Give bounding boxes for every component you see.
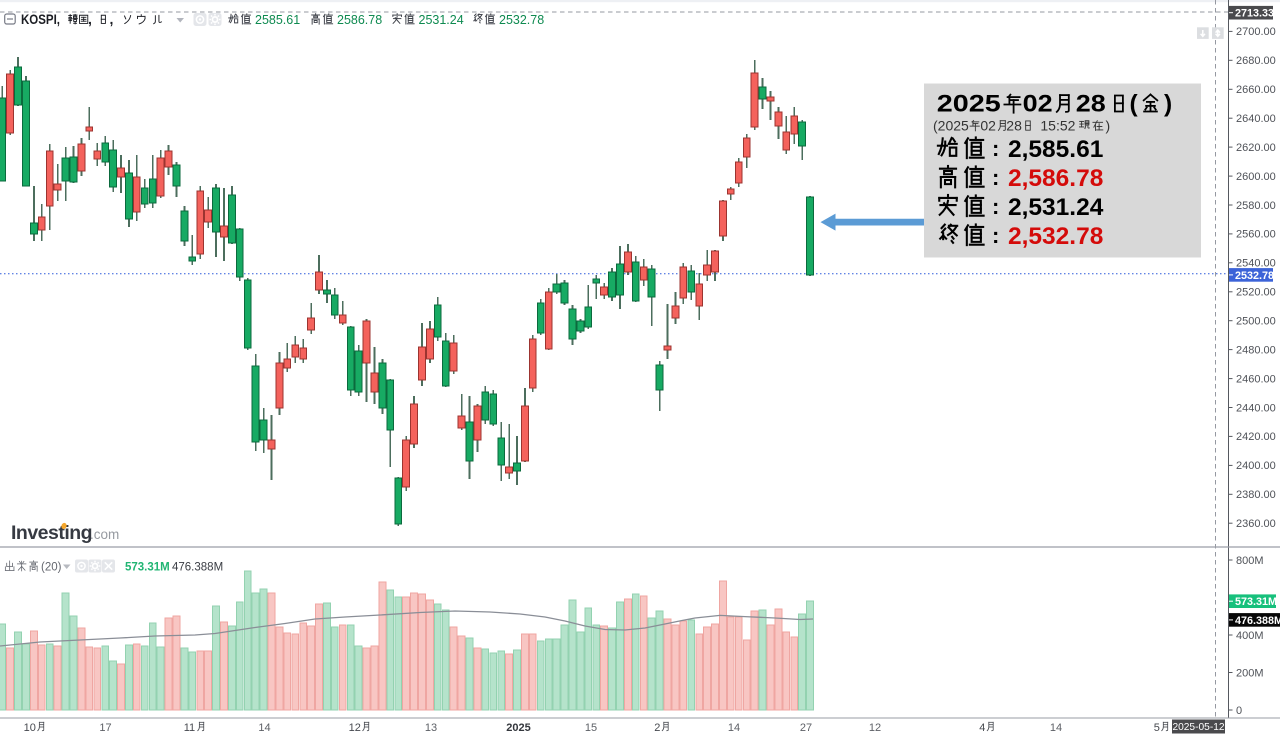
svg-text:2025-05-12: 2025-05-12	[1172, 722, 1224, 733]
svg-text:15: 15	[585, 722, 597, 734]
svg-text:2520.00: 2520.00	[1236, 287, 1276, 299]
svg-text:14: 14	[1050, 722, 1062, 734]
svg-text:5: 5	[1154, 722, 1160, 734]
svg-text:2,585.61: 2,585.61	[1008, 136, 1103, 163]
svg-text:200M: 200M	[1236, 667, 1264, 679]
svg-text::: :	[992, 223, 999, 248]
svg-text:15:52: 15:52	[1040, 118, 1075, 134]
svg-text:2532.78: 2532.78	[1235, 270, 1274, 282]
svg-text::: :	[992, 165, 999, 190]
svg-text:476.388M: 476.388M	[1235, 615, 1280, 627]
svg-text:13: 13	[425, 722, 437, 734]
svg-text:28: 28	[1006, 118, 1022, 134]
svg-text:2,586.78: 2,586.78	[1008, 165, 1103, 192]
svg-text:12: 12	[869, 722, 881, 734]
svg-text:2540.00: 2540.00	[1236, 258, 1276, 270]
svg-text:2700.00: 2700.00	[1236, 26, 1276, 38]
svg-text:476.388M: 476.388M	[172, 562, 223, 574]
svg-text:11: 11	[184, 722, 195, 734]
svg-text:28: 28	[1076, 91, 1106, 118]
svg-text:573.31M: 573.31M	[125, 562, 170, 574]
svg-text:17: 17	[99, 722, 111, 734]
svg-text::: :	[992, 136, 999, 161]
svg-text:2480.00: 2480.00	[1236, 344, 1276, 356]
svg-text:2440.00: 2440.00	[1236, 402, 1276, 414]
svg-text:2500.00: 2500.00	[1236, 316, 1276, 328]
svg-text:0: 0	[1236, 705, 1242, 717]
svg-text:2680.00: 2680.00	[1236, 55, 1276, 67]
svg-text:14: 14	[258, 722, 270, 734]
svg-text:800M: 800M	[1236, 555, 1264, 567]
svg-text:400M: 400M	[1236, 630, 1264, 642]
svg-text:Investing: Investing	[11, 522, 92, 544]
svg-text:2586.78: 2586.78	[337, 13, 382, 27]
svg-text:(2025: (2025	[933, 118, 969, 134]
svg-text:02: 02	[1023, 91, 1053, 118]
svg-text::: :	[992, 194, 999, 219]
svg-text:2,532.78: 2,532.78	[1008, 223, 1103, 250]
svg-text:14: 14	[728, 722, 740, 734]
svg-text:4: 4	[979, 722, 985, 734]
svg-text:): )	[1106, 118, 1111, 134]
svg-text:KOSPI,: KOSPI,	[21, 11, 60, 27]
svg-text:02: 02	[980, 118, 996, 134]
svg-text:.com: .com	[90, 527, 119, 542]
svg-text:(20): (20)	[41, 562, 62, 574]
svg-text:2532.78: 2532.78	[499, 13, 544, 27]
svg-text:2585.61: 2585.61	[255, 13, 300, 27]
svg-text:2025: 2025	[506, 722, 530, 734]
svg-text:12: 12	[349, 722, 361, 734]
svg-text:2420.00: 2420.00	[1236, 431, 1276, 443]
svg-text:2600.00: 2600.00	[1236, 171, 1276, 183]
svg-text:2380.00: 2380.00	[1236, 489, 1276, 501]
svg-text:2560.00: 2560.00	[1236, 229, 1276, 241]
svg-text:2: 2	[654, 722, 660, 734]
svg-text:(: (	[1130, 91, 1139, 118]
svg-text:573.31M: 573.31M	[1235, 596, 1277, 608]
svg-text:2025: 2025	[937, 91, 1001, 118]
svg-text:2460.00: 2460.00	[1236, 373, 1276, 385]
svg-text:2400.00: 2400.00	[1236, 460, 1276, 472]
svg-text:2713.33: 2713.33	[1235, 8, 1274, 20]
svg-text:27: 27	[800, 722, 812, 734]
svg-text:,: ,	[88, 11, 92, 27]
svg-text:2620.00: 2620.00	[1236, 142, 1276, 154]
svg-text:2640.00: 2640.00	[1236, 113, 1276, 125]
svg-text:): )	[1164, 91, 1172, 118]
svg-text:,: ,	[110, 11, 114, 27]
svg-text:2,531.24: 2,531.24	[1008, 194, 1104, 221]
svg-text:2531.24: 2531.24	[419, 13, 464, 27]
svg-text:2360.00: 2360.00	[1236, 518, 1276, 530]
svg-text:2580.00: 2580.00	[1236, 200, 1276, 212]
svg-text:10: 10	[24, 722, 36, 734]
svg-text:2660.00: 2660.00	[1236, 84, 1276, 96]
